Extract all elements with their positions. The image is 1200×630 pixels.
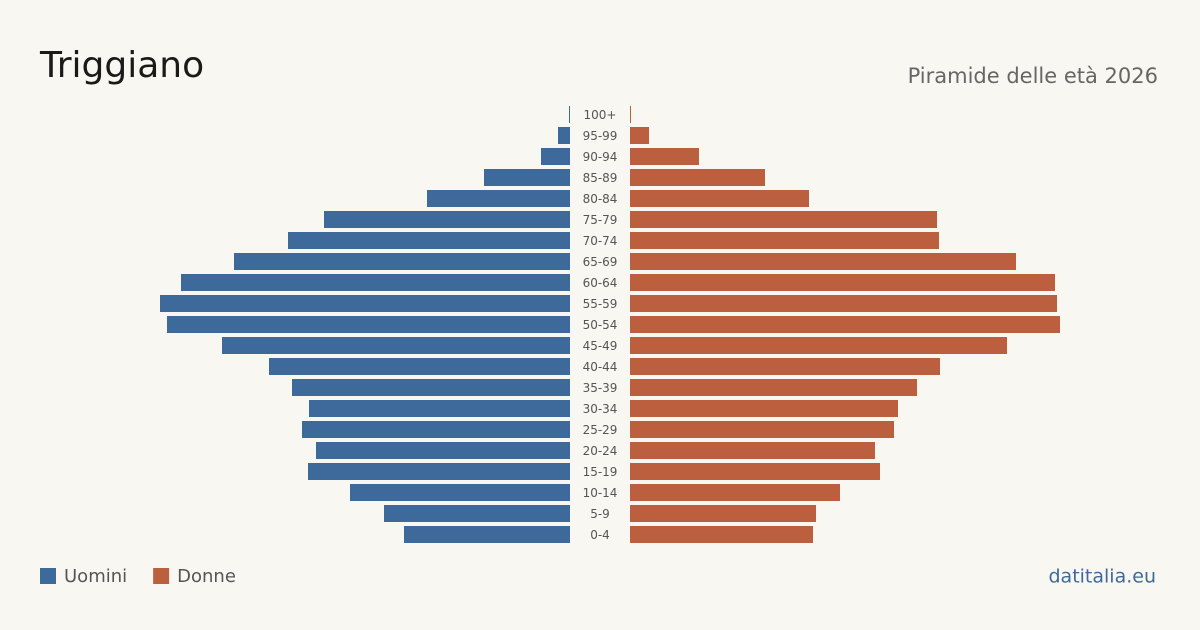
bar — [234, 253, 570, 270]
bar — [269, 358, 570, 375]
bar — [222, 337, 570, 354]
bar — [630, 253, 1016, 270]
legend-swatch — [40, 568, 56, 584]
chart-subtitle: Piramide delle età 2026 — [908, 64, 1158, 88]
age-label: 80-84 — [583, 192, 618, 206]
age-label: 0-4 — [590, 528, 610, 542]
age-label: 50-54 — [583, 318, 618, 332]
age-label: 90-94 — [583, 150, 618, 164]
bar — [630, 484, 840, 501]
age-label: 15-19 — [583, 465, 618, 479]
bar — [308, 463, 570, 480]
bar — [484, 169, 570, 186]
bar — [288, 232, 570, 249]
age-label: 70-74 — [583, 234, 618, 248]
bar — [630, 316, 1060, 333]
bar — [541, 148, 570, 165]
bar — [292, 379, 570, 396]
legend-label: Uomini — [64, 566, 127, 587]
chart-title: Triggiano — [39, 45, 204, 86]
age-label: 75-79 — [583, 213, 618, 227]
bar — [569, 106, 570, 123]
bar — [630, 463, 880, 480]
bar — [630, 211, 937, 228]
bar — [630, 421, 894, 438]
bar — [630, 358, 940, 375]
bar — [309, 400, 570, 417]
bar — [630, 337, 1007, 354]
age-label: 40-44 — [583, 360, 618, 374]
age-label: 55-59 — [583, 297, 618, 311]
bar — [630, 106, 631, 123]
age-label: 45-49 — [583, 339, 618, 353]
legend-swatch — [153, 568, 170, 584]
legend-label: Donne — [177, 566, 236, 587]
bar — [558, 127, 570, 144]
bar — [630, 190, 809, 207]
age-label: 25-29 — [583, 423, 618, 437]
bar — [316, 442, 570, 459]
age-label: 30-34 — [583, 402, 618, 416]
bar — [324, 211, 570, 228]
bar — [630, 169, 765, 186]
bar — [181, 274, 570, 291]
bar — [630, 295, 1057, 312]
bar — [630, 400, 898, 417]
bar — [167, 316, 570, 333]
age-label: 65-69 — [583, 255, 618, 269]
bar — [630, 442, 875, 459]
age-label: 5-9 — [590, 507, 610, 521]
bar — [630, 232, 939, 249]
age-label: 85-89 — [583, 171, 618, 185]
bar — [630, 505, 816, 522]
age-label: 10-14 — [583, 486, 618, 500]
bar — [302, 421, 570, 438]
bar — [630, 127, 649, 144]
bar — [630, 526, 813, 543]
age-label: 35-39 — [583, 381, 618, 395]
source: datitalia.eu — [1049, 566, 1157, 588]
bar — [427, 190, 570, 207]
bar — [404, 526, 570, 543]
age-label: 20-24 — [583, 444, 618, 458]
bar — [350, 484, 570, 501]
bar — [160, 295, 570, 312]
age-label: 95-99 — [583, 129, 618, 143]
bar — [384, 505, 570, 522]
bar — [630, 274, 1055, 291]
bar — [630, 379, 917, 396]
age-label: 100+ — [584, 108, 617, 122]
age-label: 60-64 — [583, 276, 618, 290]
bar — [630, 148, 699, 165]
